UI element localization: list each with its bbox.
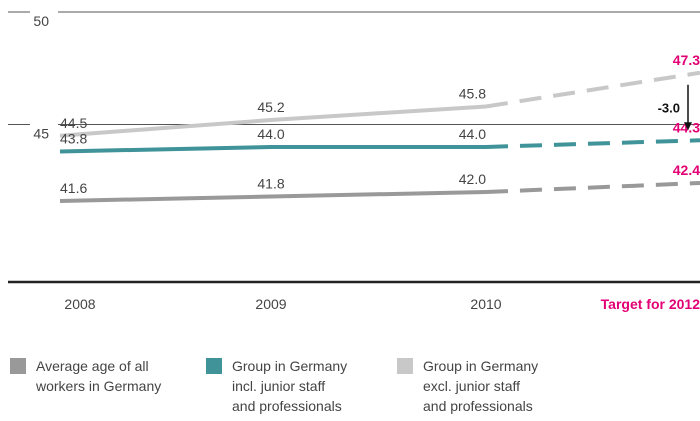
data-label: 45.2 (257, 99, 284, 115)
data-label: 42.0 (459, 171, 486, 187)
x-tick-label: Target for 2012 (601, 296, 700, 312)
x-tick-label: 2010 (470, 296, 501, 312)
series-line (59, 104, 487, 138)
y-tick-label: 45 (33, 126, 49, 142)
data-label: 43.8 (60, 131, 87, 147)
legend-swatch (397, 358, 413, 374)
legend-line: Group in Germany (232, 358, 348, 374)
legend-line: Group in Germany (423, 358, 539, 374)
legend-line: and professionals (423, 398, 533, 414)
series-line-projection (485, 138, 700, 149)
legend-line: incl. junior staff (232, 378, 326, 394)
annotation-arrow-head (684, 122, 692, 131)
legend-item-excl-junior: Group in Germany excl. junior staff and … (397, 356, 538, 416)
line-chart: 45 50 44.5 45.2 45.8 47.3 43.8 44.0 44.0 44.3 41.6… (8, 11, 700, 312)
target-data-label: 47.3 (673, 52, 700, 68)
y-tick-label: 50 (33, 13, 49, 29)
data-label: 41.6 (60, 180, 87, 196)
legend-label: Average age of all workers in Germany (36, 356, 161, 396)
legend-item-all-workers: Average age of all workers in Germany (10, 356, 161, 396)
series-line-projection (485, 70, 700, 109)
target-data-label: 42.4 (673, 162, 700, 178)
legend-label: Group in Germany incl. junior staff and … (232, 356, 347, 416)
series-line (59, 190, 487, 203)
legend-line: excl. junior staff (423, 378, 521, 394)
legend-swatch (206, 358, 222, 374)
x-tick-label: 2009 (255, 296, 286, 312)
target-data-label: 44.3 (673, 119, 700, 135)
data-label: 44.0 (257, 126, 284, 142)
data-label: 45.8 (459, 86, 486, 102)
annotation-label: -3.0 (658, 101, 680, 116)
legend-line: and professionals (232, 398, 342, 414)
data-label: 44.0 (459, 126, 486, 142)
legend-item-incl-junior: Group in Germany incl. junior staff and … (206, 356, 347, 416)
legend-line: workers in Germany (36, 378, 162, 394)
legend-swatch (10, 358, 26, 374)
legend: Average age of all workers in Germany Gr… (0, 356, 700, 421)
legend-line: Average age of all (36, 358, 149, 374)
data-label: 41.8 (257, 176, 284, 192)
x-tick-label: 2008 (64, 296, 95, 312)
data-label: 44.5 (60, 115, 87, 131)
legend-label: Group in Germany excl. junior staff and … (423, 356, 538, 416)
series-line-projection (485, 181, 700, 194)
series-line (59, 145, 486, 154)
